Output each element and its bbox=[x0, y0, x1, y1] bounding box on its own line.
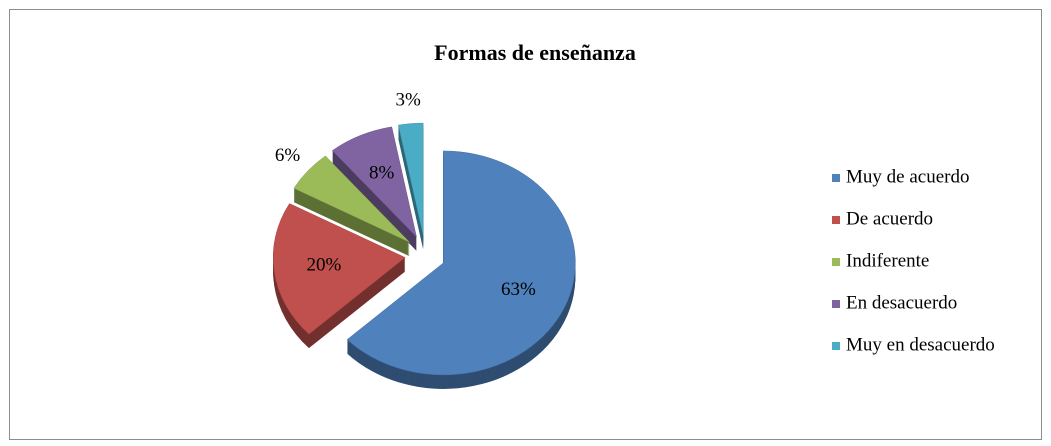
legend: Muy de acuerdo De acuerdo Indiferente En de… bbox=[832, 166, 995, 355]
slice bbox=[398, 122, 424, 236]
legend-swatch bbox=[832, 342, 840, 350]
legend-swatch bbox=[832, 300, 840, 308]
data-label: 20% bbox=[307, 255, 342, 276]
legend-label: Muy de acuerdo bbox=[846, 166, 969, 187]
legend-swatch bbox=[832, 258, 840, 266]
legend-label: En desacuerdo bbox=[846, 292, 957, 313]
slice bbox=[272, 203, 406, 335]
slice bbox=[293, 155, 410, 243]
legend-swatch bbox=[832, 216, 840, 224]
slice bbox=[331, 126, 417, 238]
slice bbox=[346, 150, 576, 376]
pie: 63% 20% 6% 8% 3% bbox=[272, 90, 576, 389]
legend-label: De acuerdo bbox=[846, 208, 933, 229]
data-label: 63% bbox=[501, 279, 536, 300]
data-label: 6% bbox=[275, 145, 301, 166]
legend-label: Indiferente bbox=[846, 250, 929, 271]
data-label: 8% bbox=[369, 162, 395, 183]
chart-title: Formas de enseñanza bbox=[434, 40, 636, 65]
data-label: 3% bbox=[396, 90, 422, 111]
legend-label: Muy en desacuerdo bbox=[846, 334, 995, 355]
legend-swatch bbox=[832, 174, 840, 182]
